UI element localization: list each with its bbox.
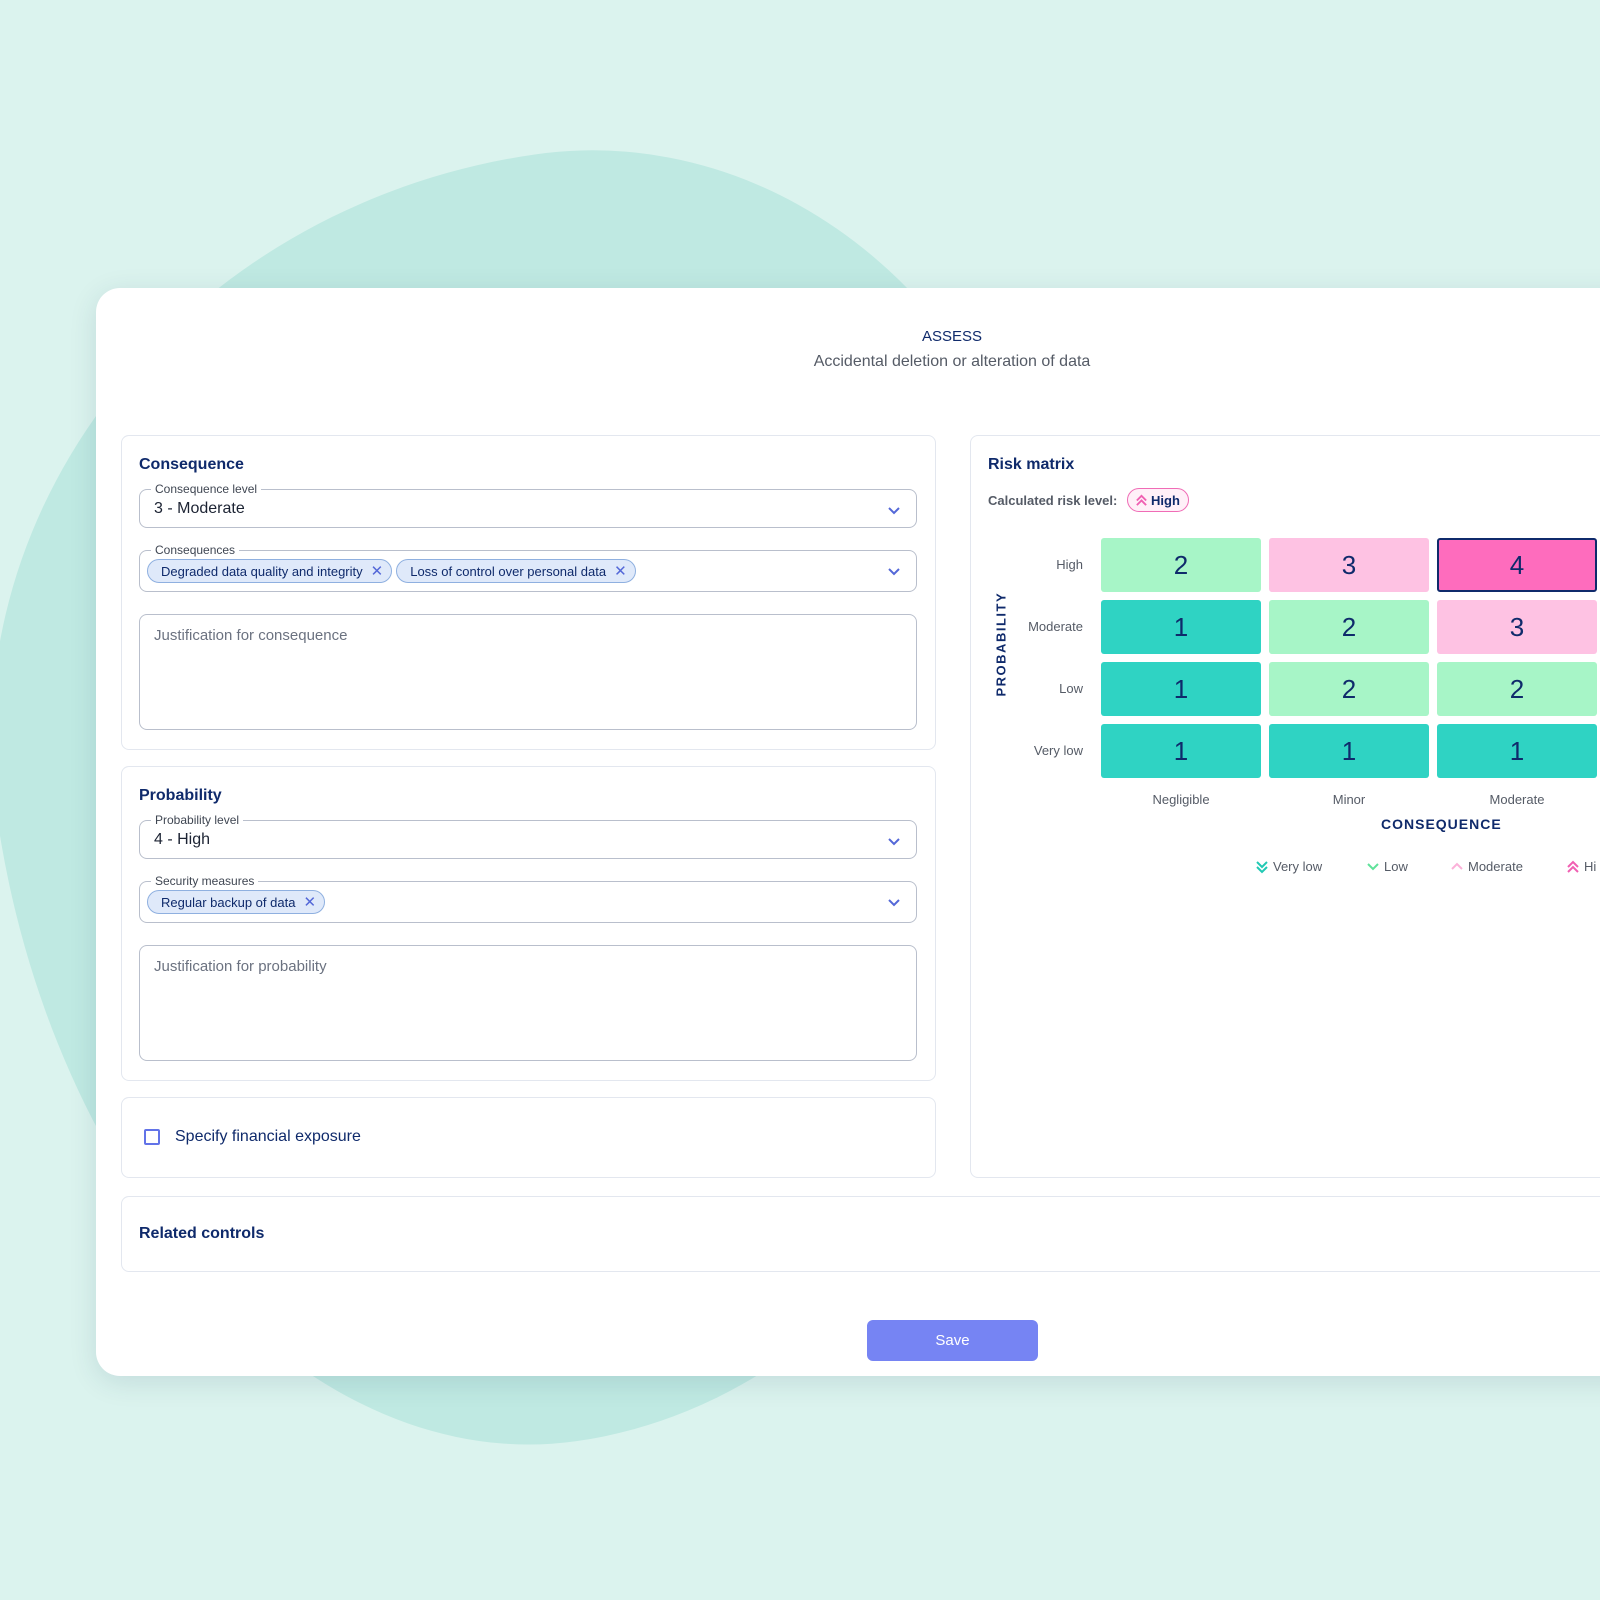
probability-level-label: Probability level: [151, 813, 244, 827]
matrix-column-label: Negligible: [1152, 792, 1210, 807]
consequence-title: Consequence: [139, 456, 244, 473]
chevron-down-icon[interactable]: [886, 502, 902, 518]
matrix-cell[interactable]: 1: [1269, 724, 1429, 778]
security-measures-label: Security measures: [151, 874, 259, 888]
related-controls-title: Related controls: [139, 1225, 265, 1242]
probability-level-select[interactable]: Probability level 4 - High: [139, 813, 917, 859]
financial-exposure-checkbox[interactable]: [144, 1129, 160, 1145]
matrix-row-label: Moderate: [1028, 619, 1083, 634]
probability-justification-textarea[interactable]: Justification for probability: [139, 945, 917, 1061]
risk-matrix-title: Risk matrix: [988, 456, 1075, 473]
financial-exposure-panel: Specify financial exposure: [121, 1097, 936, 1178]
matrix-cell[interactable]: 2: [1269, 662, 1429, 716]
calculated-risk-value: High: [1151, 492, 1180, 508]
legend-label: Moderate: [1468, 859, 1523, 874]
matrix-cell[interactable]: 1: [1101, 662, 1261, 716]
matrix-cell[interactable]: 1: [1101, 600, 1261, 654]
chevron-down-icon: [1367, 862, 1379, 870]
double-chevron-up-icon: [1136, 494, 1147, 506]
legend-label: Very low: [1273, 859, 1323, 874]
calculated-risk-badge: High: [1127, 488, 1189, 512]
matrix-cell[interactable]: 2: [1101, 538, 1261, 592]
probability-panel: Probability Probability level 4 - High S…: [121, 766, 936, 1081]
close-icon[interactable]: ✕: [614, 562, 627, 580]
matrix-row-label: Very low: [1033, 743, 1083, 758]
chip-label: Degraded data quality and integrity: [161, 563, 363, 579]
consequence-level-select[interactable]: Consequence level 3 - Moderate: [139, 482, 917, 528]
matrix-row-label: Low: [1059, 681, 1083, 696]
page-eyebrow: ASSESS: [921, 328, 983, 345]
consequence-justification-textarea[interactable]: Justification for consequence: [139, 614, 917, 730]
matrix-row-label: High: [1056, 557, 1083, 572]
consequence-panel: Consequence Consequence level 3 - Modera…: [121, 435, 936, 750]
chip-label: Loss of control over personal data: [410, 563, 607, 579]
related-controls-panel: Related controls: [121, 1196, 1600, 1272]
risk-matrix-panel: Risk matrix Calculated risk level: High …: [970, 435, 1600, 1178]
calculated-risk-label: Calculated risk level:: [988, 493, 1118, 508]
probability-justification-placeholder: Justification for probability: [154, 958, 327, 975]
chevron-down-icon[interactable]: [886, 894, 902, 910]
x-axis-label: CONSEQUENCE: [1381, 816, 1502, 832]
double-chevron-down-icon: [1256, 860, 1268, 873]
double-chevron-up-icon: [1567, 860, 1579, 873]
consequences-chips: Degraded data quality and integrity ✕ Lo…: [147, 559, 640, 583]
matrix-cell[interactable]: 1: [1437, 724, 1597, 778]
legend-item-very-low: Very low: [1256, 859, 1322, 874]
legend-label: Low: [1384, 859, 1408, 874]
chevron-up-icon: [1451, 862, 1463, 870]
security-measures-chips: Regular backup of data ✕: [147, 890, 329, 914]
consequences-label: Consequences: [151, 543, 240, 557]
close-icon[interactable]: ✕: [370, 562, 384, 580]
consequence-chip: Loss of control over personal data ✕: [396, 559, 636, 583]
legend-label: Hi: [1584, 859, 1597, 874]
security-measure-chip: Regular backup of data ✕: [147, 890, 326, 914]
chevron-down-icon[interactable]: [886, 563, 902, 579]
matrix-cell[interactable]: 2: [1269, 600, 1429, 654]
close-icon[interactable]: ✕: [303, 893, 317, 911]
save-button[interactable]: Save: [867, 1320, 1038, 1361]
matrix-cell[interactable]: 2: [1437, 662, 1597, 716]
matrix-cell[interactable]: 4: [1437, 538, 1597, 592]
consequence-level-value: 3 - Moderate: [154, 500, 245, 517]
matrix-column-label: Moderate: [1489, 792, 1545, 807]
matrix-cell[interactable]: 3: [1269, 538, 1429, 592]
page-title: Accidental deletion or alteration of dat…: [813, 353, 1091, 370]
legend-item-moderate: Moderate: [1451, 859, 1523, 874]
matrix-cell[interactable]: 3: [1437, 600, 1597, 654]
consequence-chip: Degraded data quality and integrity ✕: [147, 559, 393, 583]
security-measures-multiselect[interactable]: Security measures Regular backup of data…: [139, 874, 917, 923]
financial-exposure-label[interactable]: Specify financial exposure: [175, 1128, 361, 1145]
legend-item-low: Low: [1367, 859, 1408, 874]
page-header: ASSESS Accidental deletion or alteration…: [96, 328, 1600, 371]
matrix-column-label: Minor: [1332, 792, 1366, 807]
consequences-multiselect[interactable]: Consequences Degraded data quality and i…: [139, 543, 917, 592]
probability-level-value: 4 - High: [154, 831, 211, 848]
chip-label: Regular backup of data: [161, 894, 296, 910]
probability-title: Probability: [139, 787, 222, 804]
chevron-down-icon[interactable]: [886, 833, 902, 849]
legend-item-high: Hi: [1567, 859, 1596, 874]
assess-card: ASSESS Accidental deletion or alteration…: [96, 288, 1600, 1376]
matrix-cell[interactable]: 1: [1101, 724, 1261, 778]
consequence-justification-placeholder: Justification for consequence: [154, 627, 348, 644]
consequence-level-label: Consequence level: [151, 482, 262, 496]
